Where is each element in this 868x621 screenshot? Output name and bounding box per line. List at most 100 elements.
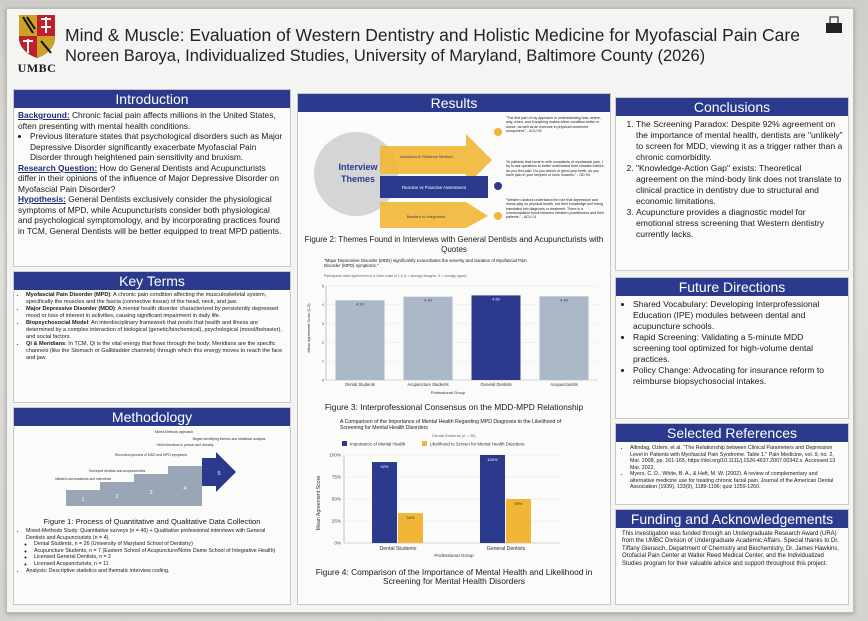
bar bbox=[506, 498, 531, 543]
themes-diagram: Interview Themes Variations in Reliance … bbox=[314, 116, 605, 228]
conclusion-item: The Screening Paradox: Despite 92% agree… bbox=[636, 119, 843, 163]
introduction-heading: Introduction bbox=[14, 90, 290, 108]
key-term-item: Qi & Meridians: In TCM, Qi is the vital … bbox=[26, 341, 286, 362]
key-term-item: Biopsychosocial Model: An interdisciplin… bbox=[26, 320, 286, 341]
references-body: Altindag, Ozlem, et al. "The Relationshi… bbox=[616, 442, 848, 494]
bar-value-label: 4.24 bbox=[356, 302, 363, 306]
x-tick-label: Dental Students bbox=[380, 546, 417, 552]
references-heading: Selected References bbox=[616, 424, 848, 442]
chart2-xlabel: Professional Group bbox=[434, 553, 474, 558]
key-term-def: : In TCM, Qi is the vital energy that fl… bbox=[26, 341, 283, 361]
y-tick-label: 75% bbox=[332, 474, 341, 479]
quote-marker bbox=[494, 128, 502, 136]
x-tick-label: General Dentists bbox=[487, 546, 526, 552]
step-number: 2 bbox=[115, 494, 118, 500]
umbc-logo: UMBC bbox=[15, 13, 59, 85]
y-tick-label: 3 bbox=[322, 322, 324, 326]
hypothesis-text: General Dentists exclusively consider th… bbox=[18, 194, 282, 236]
reference-item: Myers, C. D., White, B. A., & Heft, M. W… bbox=[630, 471, 842, 491]
conclusions-section: Conclusions The Screening Paradox: Despi… bbox=[615, 97, 849, 271]
method-sub-bullet: Acupuncture Students, n = 7 (Eastern Sch… bbox=[34, 548, 285, 555]
method-sub-bullet: Dental Students, n = 26 (University of M… bbox=[34, 541, 285, 548]
figure4-caption: Figure 4: Comparison of the Importance o… bbox=[315, 566, 593, 586]
y-tick-label: 1 bbox=[322, 360, 324, 364]
key-term-def: : A mental health disorder characterized… bbox=[26, 306, 279, 319]
conclusions-heading: Conclusions bbox=[616, 98, 848, 116]
bar-value-label: 4.43 bbox=[424, 299, 431, 303]
future-item: Policy Change: Advocating for insurance … bbox=[633, 365, 843, 387]
introduction-section: Introduction Background: Chronic facial … bbox=[13, 89, 291, 267]
key-terms-section: Key Terms Myofascial Pain Disorder (MPD)… bbox=[13, 271, 291, 403]
background-text: Chronic facial pain affects millions in … bbox=[18, 110, 276, 131]
key-term-name: Biopsychosocial Model bbox=[26, 320, 89, 326]
bar-value-label: 4.45 bbox=[560, 298, 567, 302]
theme-text: Barriers to Integration bbox=[407, 214, 445, 219]
agreement-bar-chart: "Major Depressive Disorder (MDD) signifi… bbox=[307, 258, 598, 395]
conclusions-body: The Screening Paradox: Despite 92% agree… bbox=[616, 116, 848, 240]
hypothesis-label: Hypothesis: bbox=[18, 194, 66, 204]
chart2-title: A Comparison of the Importance of Mental… bbox=[340, 418, 562, 431]
step-box bbox=[134, 474, 168, 506]
key-term-item: Myofascial Pain Disorder (MPD): A chroni… bbox=[26, 292, 286, 306]
figure2-caption: Figure 2: Themes Found in Interviews wit… bbox=[304, 235, 604, 254]
interview-quote: "The first part of my approach is unders… bbox=[506, 116, 601, 133]
bar-value-label: 100% bbox=[487, 457, 498, 462]
bar-value-label: 50% bbox=[514, 501, 522, 506]
step-label: Surveyed dentists and acupuncturists bbox=[89, 469, 146, 473]
bar-value-label: 92% bbox=[380, 464, 388, 469]
bar-value-label: 34% bbox=[406, 515, 414, 520]
bar bbox=[471, 295, 521, 380]
key-term-name: Major Depressive Disorder (MDD) bbox=[26, 306, 115, 312]
funding-text: This investigation was funded through an… bbox=[622, 531, 839, 567]
theme-band bbox=[380, 176, 488, 198]
step-number: 4 bbox=[183, 486, 186, 492]
interview-quote: "Western doctors understand the role tha… bbox=[506, 198, 605, 220]
y-tick-label: 2 bbox=[322, 341, 324, 345]
y-tick-label: 0% bbox=[334, 540, 341, 545]
method-sub-bullet: Licensed Acupuncturists, n = 11 bbox=[34, 561, 285, 568]
screening-bar-chart: A Comparison of the Importance of Mental… bbox=[316, 418, 562, 558]
bar bbox=[398, 512, 423, 543]
future-heading: Future Directions bbox=[616, 278, 848, 296]
step-number: 3 bbox=[149, 490, 152, 496]
themes-label: Interview bbox=[338, 162, 378, 172]
conclusion-item: "Knowledge-Action Gap" exists: Theoretic… bbox=[636, 163, 843, 207]
poster-subtitle: Noreen Baroya, Individualized Studies, U… bbox=[65, 47, 706, 65]
figure1-caption: Figure 1: Process of Quantitative and Qu… bbox=[43, 517, 261, 526]
quote-marker bbox=[494, 182, 502, 190]
poster: UMBC Mind & Muscle: Evaluation of Wester… bbox=[6, 8, 854, 613]
intro-bullet: Previous literature states that psycholo… bbox=[30, 131, 286, 163]
results-heading: Results bbox=[298, 94, 610, 112]
legend-swatch bbox=[422, 440, 427, 446]
step-label: Held interviews in person and virtually bbox=[157, 443, 214, 447]
x-tick-label: General Dentists bbox=[480, 382, 511, 387]
binder-clip-icon bbox=[826, 16, 842, 33]
methodology-steps-diagram: 1 2 3 4 5 Mixed-Methods approach Initiat… bbox=[55, 430, 266, 506]
bar-value-label: 4.50 bbox=[492, 297, 499, 301]
y-tick-label: 4 bbox=[322, 303, 324, 307]
theme-text: Variations in Reliance Method bbox=[400, 154, 453, 159]
key-term-item: Major Depressive Disorder (MDD): A menta… bbox=[26, 306, 286, 320]
step-label: Initiated conversations and interviews bbox=[55, 477, 112, 481]
shield-icon bbox=[19, 15, 55, 58]
step-box bbox=[168, 466, 202, 506]
legend-label: Importance of Mental Health bbox=[350, 441, 406, 446]
themes-circle bbox=[314, 132, 398, 216]
theme-arrow bbox=[380, 202, 488, 228]
conclusion-item: Acupuncture provides a diagnostic model … bbox=[636, 207, 843, 240]
method-bullet: Mixed-Methods Study: Quantitative survey… bbox=[26, 528, 285, 568]
bar bbox=[539, 296, 589, 380]
key-term-def: : A chronic pain condition affecting the… bbox=[26, 292, 267, 305]
figure3-caption: Figure 3: Interprofessional Consensus on… bbox=[324, 402, 584, 412]
arrow-icon bbox=[202, 452, 236, 492]
y-tick-label: 25% bbox=[332, 518, 341, 523]
key-term-def: : An interdisciplinary framework that po… bbox=[26, 320, 282, 340]
key-term-name: Myofascial Pain Disorder (MPD) bbox=[26, 292, 111, 298]
y-tick-label: 5 bbox=[322, 284, 324, 288]
step-box bbox=[100, 482, 134, 506]
legend-swatch bbox=[342, 440, 347, 446]
interview-quote: "In patients that come in with complaint… bbox=[506, 160, 604, 177]
step-box bbox=[66, 490, 100, 506]
future-item: Rapid Screening: Validating a 5-minute M… bbox=[633, 332, 843, 365]
future-item: Shared Vocabulary: Developing Interprofe… bbox=[633, 299, 843, 332]
